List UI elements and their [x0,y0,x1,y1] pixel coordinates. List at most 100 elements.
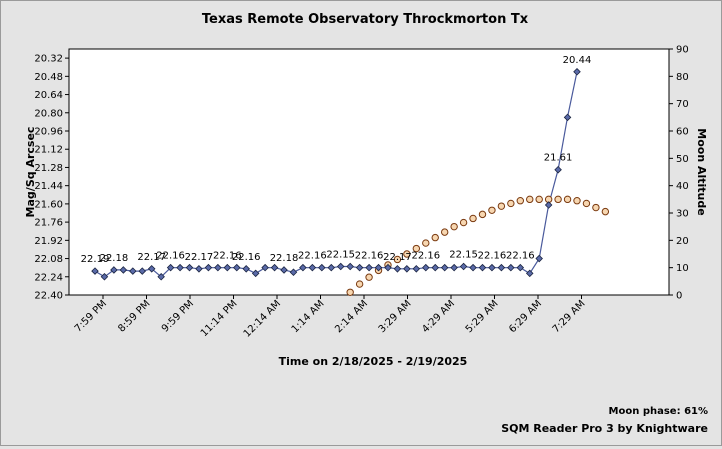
y-left-tick-label: 22.08 [34,254,63,265]
sqm-point [516,263,525,272]
sqm-point [327,263,336,272]
sqm-point [497,263,506,272]
sqm-data-label: 21.61 [544,153,573,164]
sqm-point [204,263,213,272]
moon-altitude-point [365,273,373,281]
moon-altitude-point [431,233,439,242]
sqm-data-label: 22.19 [81,254,110,265]
moon-altitude-point [440,228,449,236]
sqm-data-label: 22.16 [506,251,535,262]
sqm-point [214,263,222,272]
sqm-point [308,263,317,272]
plot-area [68,48,670,296]
moon-altitude-point [516,197,524,205]
x-tick-label: 7:29 AM [551,298,588,335]
sqm-point [91,267,99,275]
y-left-tick-label: 20.96 [34,127,63,138]
sqm-data-label: 22.18 [100,253,129,264]
x-tick-label: 2:14 AM [333,298,370,335]
moon-altitude-point [450,222,458,231]
y-right-tick-label: 50 [676,154,689,165]
moon-altitude-point [535,195,543,204]
sqm-point [280,266,288,274]
sqm-point [336,262,345,271]
moon-altitude-point [488,206,496,214]
moon-altitude-point [478,210,487,219]
x-axis-title: Time on 2/18/2025 - 2/19/2025 [279,355,468,368]
y-left-tick-label: 21.76 [34,218,63,229]
y-left-tick-label: 20.32 [34,54,63,65]
x-tick-label: 3:29 AM [377,298,414,335]
sqm-data-label: 22.16 [232,252,261,263]
sqm-point [478,263,487,272]
sqm-point [535,254,543,263]
sqm-data-label: 22.17 [185,252,214,263]
sqm-point [270,263,279,272]
sqm-point [459,262,468,271]
sqm-point [346,262,354,271]
y-right-tick-label: 10 [676,263,689,274]
y-left-tick-label: 20.64 [34,90,63,101]
sqm-data-label: 22.16 [298,251,327,262]
moon-altitude-point [554,195,562,204]
sqm-point [166,263,175,272]
sqm-point [289,268,298,276]
y-left-tick-label: 22.24 [34,272,63,283]
y-right-tick-label: 70 [676,99,689,110]
y-left-tick-label: 20.48 [34,72,63,83]
sqm-point [261,263,269,272]
sqm-point [223,263,232,272]
sqm-data-label: 22.16 [411,251,440,262]
moon-altitude-point [469,214,477,223]
sqm-series-line [94,71,578,278]
sqm-point [374,263,383,272]
y-right-tick-label: 40 [676,181,689,192]
moon-altitude-point [601,207,610,216]
right-axis: 0 10 20 30 40 50 60 70 80 90 [669,45,689,302]
x-tick-label: 4:29 AM [420,298,457,335]
sqm-point [422,263,430,272]
moon-altitude-point [393,255,402,264]
y-left-axis-title: Mag/Sq Arcsec [24,127,37,218]
sqm-point [147,265,156,273]
y-left-tick-label: 20.80 [34,108,63,119]
sqm-data-label: 22.16 [156,251,185,262]
y-right-tick-label: 90 [676,45,689,56]
sqm-data-label: 22.15 [449,250,478,261]
moon-altitude-point [573,197,581,205]
sqm-point [431,263,440,272]
sqm-point [355,263,364,272]
moon-altitude-point [563,195,572,204]
moon-altitude-point [507,199,515,208]
sqm-data-label: 22.15 [326,250,355,261]
sqm-point [299,263,307,272]
x-tick-label: 12:14 AM [242,298,283,339]
sqm-point [129,267,137,275]
moon-altitude-point [355,280,364,288]
x-tick-label: 7:59 PM [73,298,109,334]
sqm-point [563,113,572,122]
moon-altitude-point [422,239,430,247]
moon-altitude-point [459,218,468,227]
sqm-data-label: 22.16 [478,251,507,262]
footer-credit: SQM Reader Pro 3 by Knightware [501,422,708,435]
sqm-point [185,263,194,272]
x-tick-label: 9:59 PM [160,298,196,334]
sqm-point [544,201,553,209]
sqm-point [119,266,128,274]
x-tick-label: 6:29 AM [507,298,544,335]
y-right-axis-title: Moon Altitude [695,128,708,215]
moon-altitude-point [497,202,506,210]
x-tick-label: 8:59 PM [116,298,152,334]
y-right-tick-label: 30 [676,209,689,220]
left-axis: 20.32 20.48 20.64 20.80 20.96 21.12 21.28 21.44… [34,54,69,302]
chart-title: Texas Remote Observatory Throckmorton Tx [202,12,529,27]
y-left-tick-label: 22.40 [34,291,63,302]
y-left-tick-label: 21.44 [34,181,63,192]
moon-altitude-point [526,195,534,204]
sqm-point [232,263,241,272]
y-left-tick-label: 21.92 [34,236,63,247]
y-right-tick-label: 0 [676,291,682,302]
sqm-point [318,263,326,272]
x-tick-label: 11:14 PM [199,298,240,339]
